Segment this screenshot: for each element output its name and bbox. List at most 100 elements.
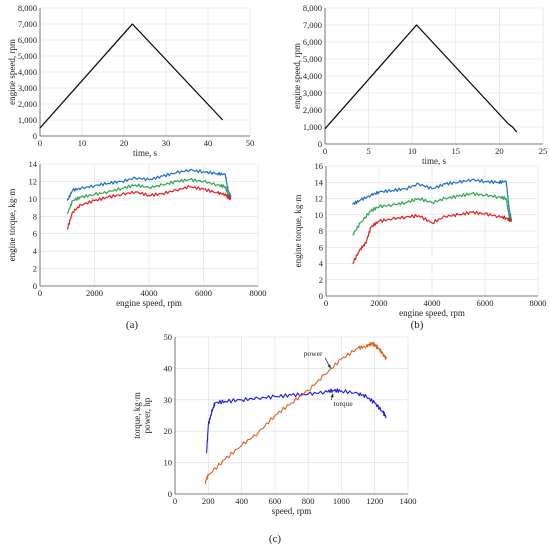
y-tick-label: 14 bbox=[29, 159, 38, 169]
x-tick-label: 4000 bbox=[424, 298, 441, 308]
y-tick-label: 8,000 bbox=[18, 3, 37, 13]
y-tick-label: 40 bbox=[164, 363, 173, 373]
y-tick-label: 0 bbox=[168, 489, 172, 499]
x-axis-label: time, s bbox=[133, 148, 157, 158]
y-tick-label: 0 bbox=[33, 131, 37, 141]
y-tick-label: 7,000 bbox=[18, 19, 37, 29]
x-tick-label: 6000 bbox=[195, 288, 212, 298]
y-tick-label: 12 bbox=[315, 194, 324, 204]
x-axis-label: engine speed, rpm bbox=[116, 298, 182, 308]
x-tick-label: 6000 bbox=[477, 298, 494, 308]
panel-label-c: (c) bbox=[269, 533, 282, 545]
y-tick-label: 2 bbox=[33, 264, 37, 274]
x-tick-label: 600 bbox=[268, 496, 281, 506]
series-line-power bbox=[204, 341, 387, 485]
x-tick-label: 4000 bbox=[141, 288, 158, 298]
x-tick-label: 0 bbox=[324, 298, 328, 308]
y-tick-label: 10 bbox=[164, 458, 173, 468]
y-tick-label: 6 bbox=[319, 242, 323, 252]
x-axis-label: speed, rpm bbox=[272, 506, 312, 516]
y-tick-label: 0 bbox=[318, 139, 322, 149]
annotation-torque: torque bbox=[334, 399, 354, 408]
x-tick-label: 0 bbox=[38, 288, 42, 298]
x-tick-label: 25 bbox=[539, 146, 548, 156]
chart-b-engine-torque: 0 2000 4000 6000 8000 0 2 4 6 8 10 12 14 16 engine spe… bbox=[293, 161, 547, 318]
y-tick-label: 5,000 bbox=[18, 51, 37, 61]
series-line-0 bbox=[324, 24, 518, 133]
y-tick-label: 10 bbox=[29, 194, 38, 204]
y-tick-label: 5,000 bbox=[303, 54, 322, 64]
y-tick-label: 8 bbox=[33, 211, 37, 221]
series-line-1 bbox=[352, 191, 513, 236]
y-tick-label: 6 bbox=[33, 229, 37, 239]
x-tick-label: 10 bbox=[408, 146, 417, 156]
chart-a-engine-speed-time: 0 10 20 30 40 50 0 1,000 2,000 3,000 4,000 5,000 6,0… bbox=[7, 3, 254, 158]
x-tick-label: 400 bbox=[235, 496, 248, 506]
annotation-arrowhead bbox=[327, 364, 331, 369]
x-tick-label: 0 bbox=[38, 138, 42, 148]
chart-b-engine-speed-time: 0 5 10 15 20 25 0 1,000 2,000 3,000 4,000 5,000 6,00… bbox=[292, 3, 547, 166]
x-tick-label: 1200 bbox=[366, 496, 383, 506]
x-tick-label: 8000 bbox=[530, 298, 547, 308]
x-tick-label: 30 bbox=[162, 138, 171, 148]
series-line-2 bbox=[66, 185, 232, 230]
x-tick-label: 5 bbox=[366, 146, 370, 156]
x-tick-label: 10 bbox=[78, 138, 87, 148]
panel-label-a: (a) bbox=[126, 319, 139, 331]
y-tick-label: 2,000 bbox=[18, 99, 37, 109]
y-tick-label: 20 bbox=[164, 426, 173, 436]
panel-label-b: (b) bbox=[411, 319, 424, 331]
x-tick-label: 20 bbox=[495, 146, 504, 156]
series-line-2 bbox=[352, 210, 512, 265]
x-tick-label: 15 bbox=[452, 146, 461, 156]
y-tick-label: 0 bbox=[33, 281, 37, 291]
series-line-0 bbox=[352, 178, 513, 222]
y-tick-label: 1,000 bbox=[303, 122, 322, 132]
x-tick-label: 8000 bbox=[250, 288, 267, 298]
y-tick-label: 6,000 bbox=[303, 37, 322, 47]
x-axis-label: engine speed, rpm bbox=[399, 308, 465, 318]
y-tick-label: 4,000 bbox=[18, 67, 37, 77]
y-tick-label: 4 bbox=[319, 259, 324, 269]
x-tick-label: 2000 bbox=[371, 298, 388, 308]
series-line-0 bbox=[66, 168, 232, 201]
y-axis-label: engine speed, rpm bbox=[292, 43, 302, 109]
y-tick-label: 3,000 bbox=[18, 83, 37, 93]
y-tick-label: 4,000 bbox=[303, 71, 322, 81]
x-tick-label: 50 bbox=[246, 138, 255, 148]
y-axis-label: engine torque, kg·m bbox=[293, 195, 303, 268]
y-tick-label: 16 bbox=[315, 161, 324, 171]
y-tick-label: 2,000 bbox=[303, 105, 322, 115]
x-tick-label: 40 bbox=[204, 138, 213, 148]
y-tick-label: 7,000 bbox=[303, 20, 322, 30]
annotation-power: power bbox=[304, 349, 323, 358]
chart-a-engine-torque: 0 2000 4000 6000 8000 0 2 4 6 8 10 12 14 engine speed… bbox=[7, 159, 267, 308]
y-tick-label: 6,000 bbox=[18, 35, 37, 45]
y-tick-label: 50 bbox=[164, 332, 173, 342]
y-tick-label: 10 bbox=[315, 210, 324, 220]
y-tick-label: 30 bbox=[164, 395, 173, 405]
y-axis-label: torque, kg·m bbox=[132, 392, 142, 439]
y-tick-label: 4 bbox=[33, 246, 38, 256]
y-tick-label: 2 bbox=[319, 275, 323, 285]
series-line-1 bbox=[66, 177, 232, 215]
annotation-arrowhead bbox=[330, 393, 334, 398]
y-tick-label: 8 bbox=[319, 226, 323, 236]
x-tick-label: 1000 bbox=[333, 496, 350, 506]
x-tick-label: 0 bbox=[323, 146, 327, 156]
y-tick-label: 3,000 bbox=[303, 88, 322, 98]
x-tick-label: 200 bbox=[202, 496, 215, 506]
x-tick-label: 800 bbox=[302, 496, 315, 506]
y-tick-label: 1,000 bbox=[18, 115, 37, 125]
x-tick-label: 1400 bbox=[400, 496, 417, 506]
series-line-0 bbox=[39, 23, 224, 129]
y-axis-label: engine torque, kg·m bbox=[7, 189, 17, 262]
y-axis-label: power, hp bbox=[142, 397, 152, 433]
y-tick-label: 8,000 bbox=[303, 3, 322, 13]
chart-c-torque-power: 0 200 400 600 800 1000 1200 1400 0 10 20 30 40 50 spee… bbox=[132, 332, 417, 516]
y-tick-label: 12 bbox=[29, 176, 38, 186]
y-tick-label: 0 bbox=[319, 291, 323, 301]
y-tick-label: 14 bbox=[315, 177, 324, 187]
x-axis-label: time, s bbox=[422, 156, 446, 166]
